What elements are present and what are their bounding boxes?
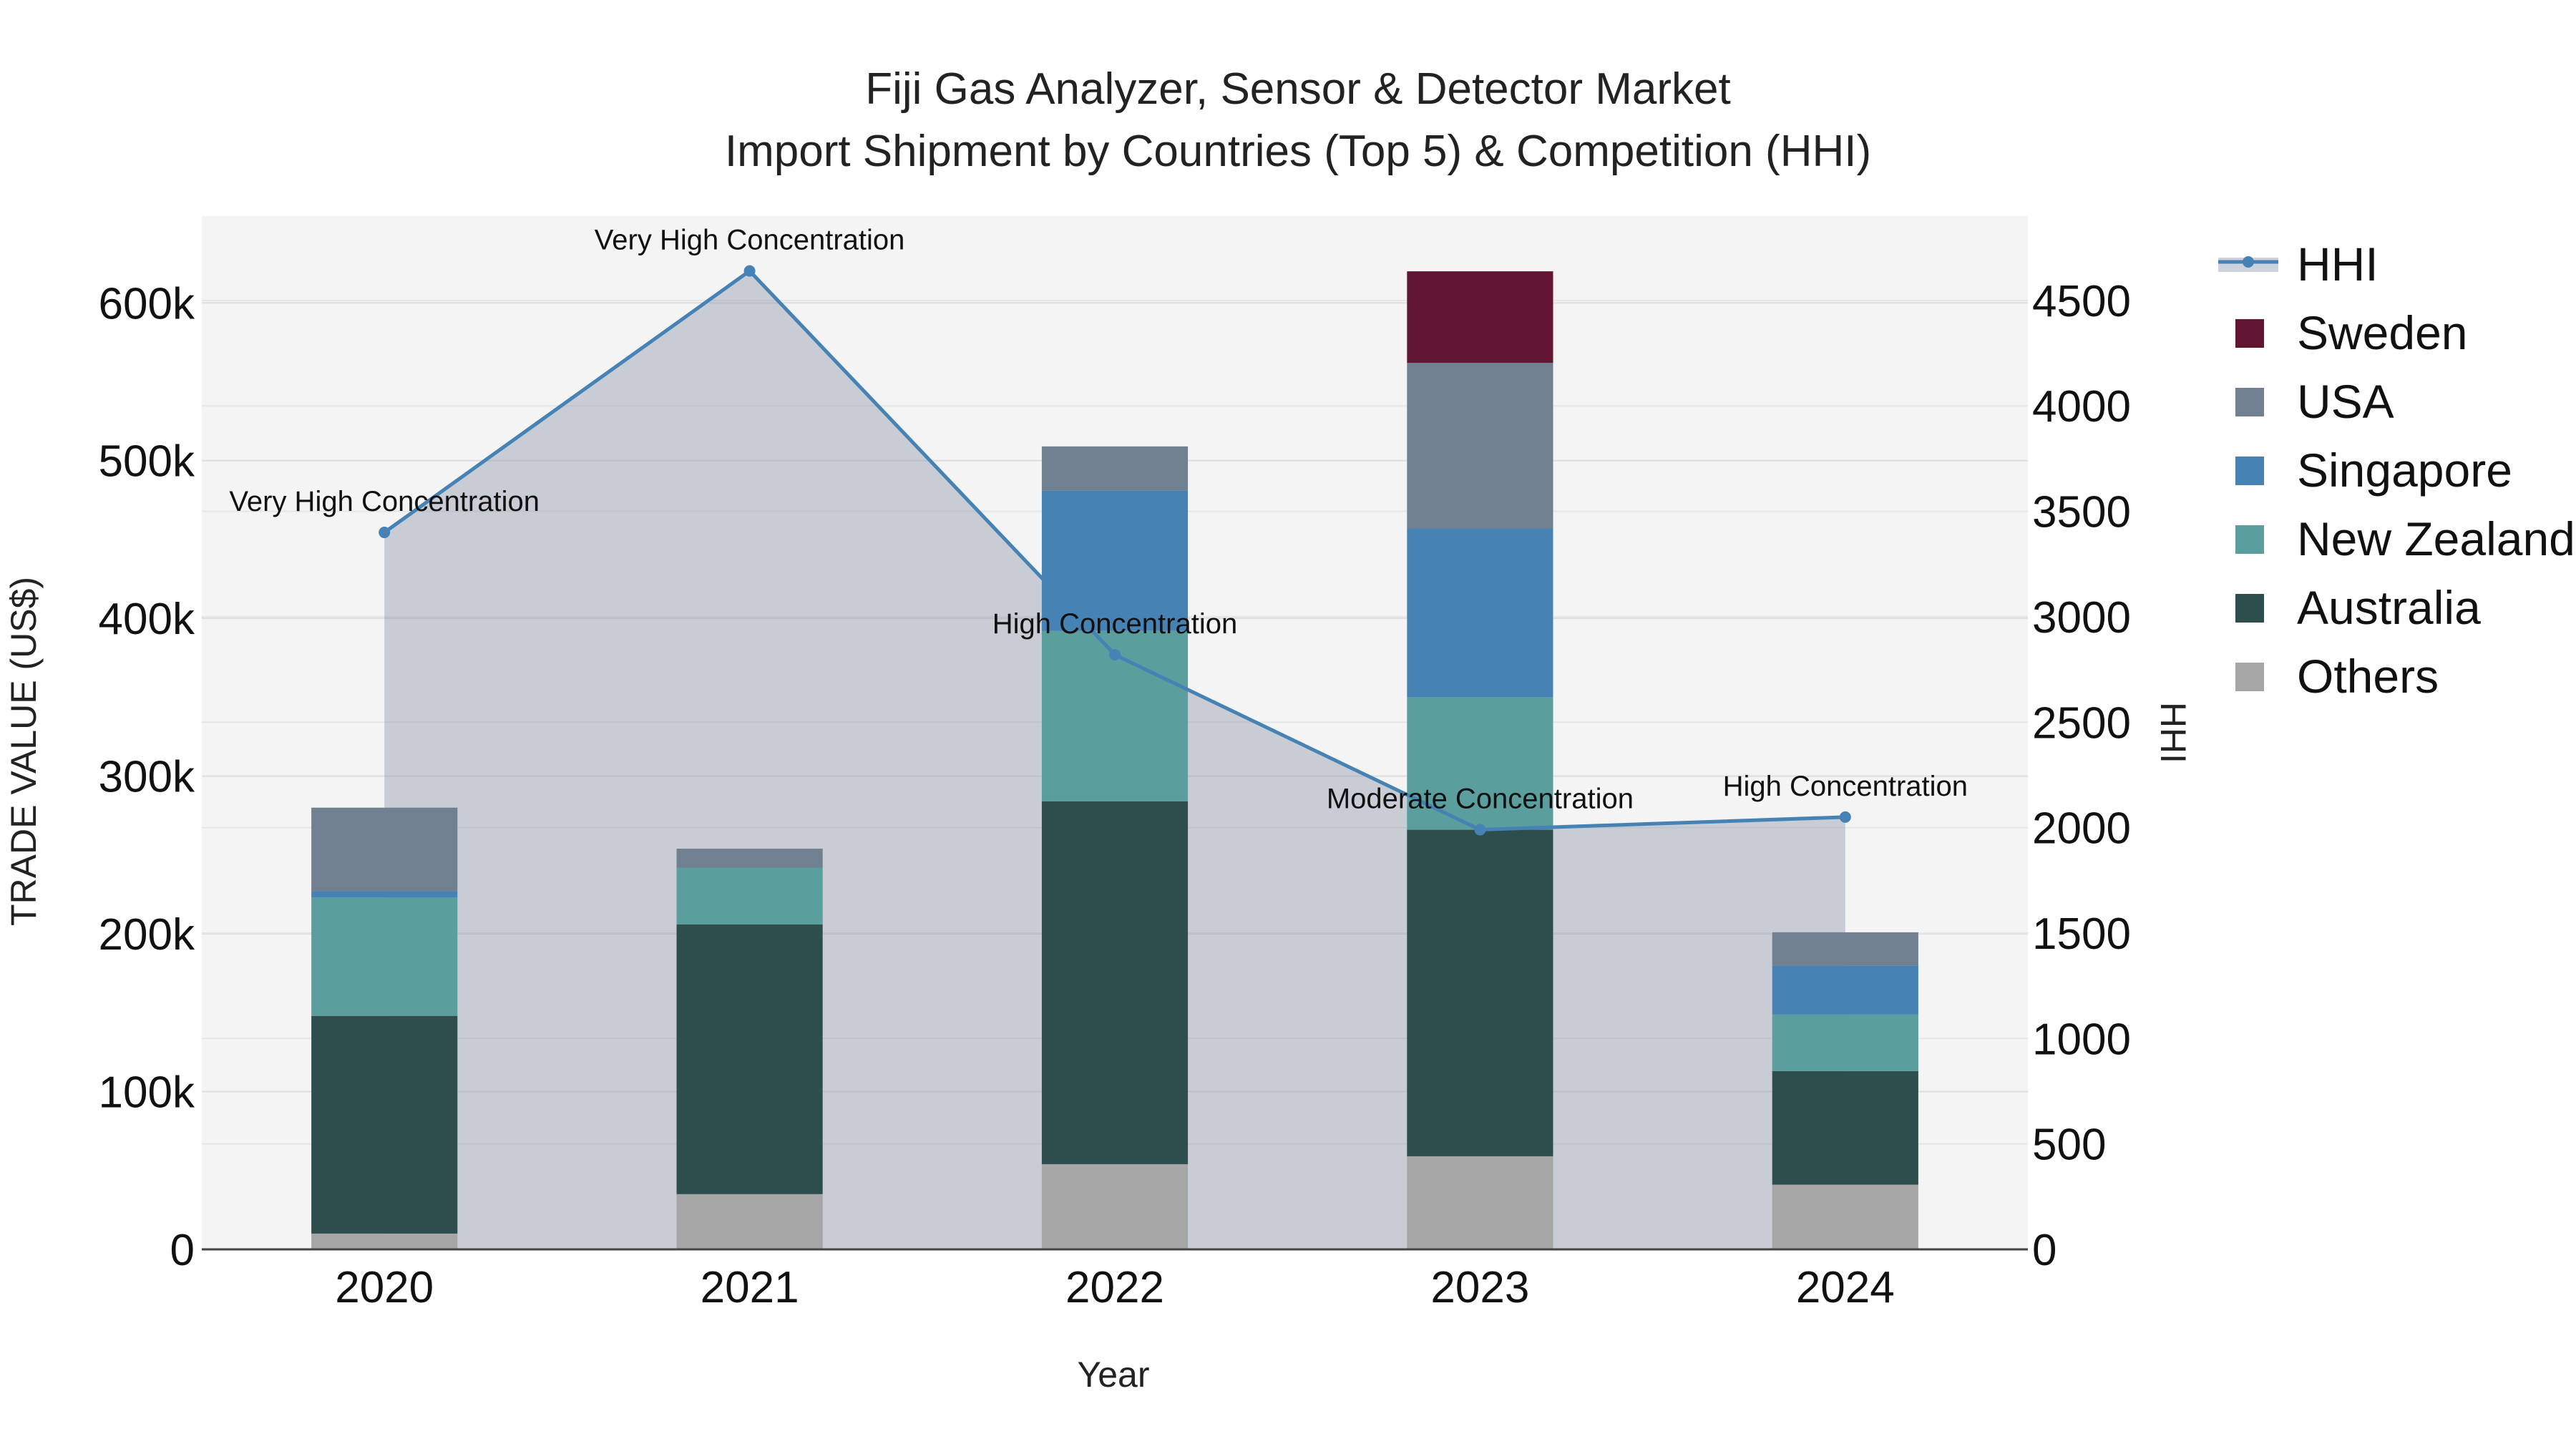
legend-swatch-new-zealand bbox=[2235, 525, 2264, 554]
hhi-line-layer: Very High Concentration Very High Concent… bbox=[229, 225, 1968, 836]
bar-others-2024 bbox=[1772, 1184, 1918, 1249]
y2-axis-title: HHI bbox=[2153, 702, 2193, 763]
legend-swatch-others bbox=[2235, 663, 2264, 691]
y-tick-label: 0 bbox=[170, 1226, 195, 1275]
y2-tick-label: 4500 bbox=[2032, 277, 2131, 326]
y2-tick-label: 3000 bbox=[2032, 593, 2131, 643]
bar-singapore-2024 bbox=[1772, 965, 1918, 1015]
hhi-point-2023 bbox=[1474, 824, 1486, 836]
y2-tick-label: 2000 bbox=[2032, 804, 2131, 854]
x-tick-label: 2024 bbox=[1796, 1263, 1895, 1312]
bar-australia-2023 bbox=[1407, 829, 1553, 1156]
bar-layer bbox=[311, 271, 1918, 1249]
y-tick-label: 400k bbox=[99, 595, 195, 644]
bar-australia-2022 bbox=[1041, 801, 1189, 1164]
y2-tick-label: 500 bbox=[2032, 1121, 2106, 1170]
bar-others-2021 bbox=[676, 1194, 823, 1249]
y-axis-title: TRADE VALUE (US$) bbox=[4, 577, 44, 926]
legend-swatch-sweden bbox=[2235, 319, 2264, 348]
axis-tick-labels: 0 100k 200k 300k 400k 500k 600k 0 500 1000 1500 200… bbox=[99, 277, 2131, 1312]
bar-new-zealand-2021 bbox=[676, 867, 823, 924]
bar-usa-2023 bbox=[1407, 363, 1553, 529]
x-axis-title: Year bbox=[1077, 1355, 1149, 1395]
bar-singapore-2022 bbox=[1041, 490, 1189, 631]
legend-swatch-hhi-marker bbox=[2243, 256, 2254, 268]
bar-singapore-2023 bbox=[1407, 528, 1553, 698]
y2-tick-label: 3500 bbox=[2032, 488, 2131, 537]
y-tick-label: 600k bbox=[99, 279, 195, 328]
hhi-point-2021 bbox=[743, 265, 756, 277]
y2-tick-label: 1500 bbox=[2032, 909, 2131, 959]
bar-australia-2021 bbox=[676, 924, 823, 1194]
hhi-point-2020 bbox=[379, 527, 391, 539]
hhi-annotation-2021: Very High Concentration bbox=[595, 225, 905, 256]
y-tick-label: 500k bbox=[99, 437, 195, 487]
legend-swatch-usa bbox=[2235, 388, 2264, 416]
y-tick-label: 100k bbox=[99, 1068, 195, 1118]
chart-title-line1: Fiji Gas Analyzer, Sensor & Detector Mar… bbox=[865, 64, 1730, 114]
bar-others-2020 bbox=[311, 1233, 458, 1249]
bar-usa-2020 bbox=[311, 807, 458, 892]
hhi-point-2024 bbox=[1839, 811, 1851, 823]
x-tick-label: 2020 bbox=[335, 1263, 434, 1312]
legend-label-sweden: Sweden bbox=[2297, 306, 2468, 359]
legend-label-others: Others bbox=[2297, 650, 2439, 703]
y2-tick-label: 1000 bbox=[2032, 1015, 2131, 1064]
legend-swatch-australia bbox=[2235, 594, 2264, 623]
y-tick-label: 300k bbox=[99, 753, 195, 802]
hhi-point-2022 bbox=[1109, 648, 1121, 660]
legend-label-singapore: Singapore bbox=[2297, 444, 2512, 497]
x-tick-label: 2021 bbox=[701, 1263, 799, 1312]
bar-australia-2024 bbox=[1772, 1070, 1918, 1185]
hhi-annotation-2022: High Concentration bbox=[992, 608, 1237, 640]
bar-usa-2021 bbox=[676, 849, 823, 868]
legend: HHI Sweden USA Singapore New Zealand Australi… bbox=[2218, 238, 2575, 703]
bar-australia-2020 bbox=[311, 1015, 458, 1234]
legend-label-usa: USA bbox=[2297, 375, 2394, 428]
bar-singapore-2020 bbox=[311, 891, 458, 898]
legend-label-hhi: HHI bbox=[2297, 238, 2379, 291]
chart-title-line2: Import Shipment by Countries (Top 5) & C… bbox=[725, 127, 1871, 176]
bar-others-2023 bbox=[1407, 1156, 1553, 1249]
legend-label-new-zealand: New Zealand bbox=[2297, 512, 2575, 565]
hhi-annotation-2024: High Concentration bbox=[1723, 771, 1968, 802]
hhi-annotation-2020: Very High Concentration bbox=[229, 486, 540, 517]
y2-tick-label: 2500 bbox=[2032, 698, 2131, 748]
bar-new-zealand-2024 bbox=[1772, 1014, 1918, 1071]
y-tick-label: 200k bbox=[99, 910, 195, 960]
legend-swatch-singapore bbox=[2235, 457, 2264, 485]
hhi-annotation-2023: Moderate Concentration bbox=[1327, 784, 1634, 815]
bar-sweden-2023 bbox=[1407, 271, 1553, 364]
x-tick-label: 2023 bbox=[1430, 1263, 1529, 1312]
y2-tick-label: 4000 bbox=[2032, 382, 2131, 431]
legend-label-australia: Australia bbox=[2297, 581, 2481, 634]
y2-tick-label: 0 bbox=[2032, 1226, 2057, 1275]
bar-new-zealand-2020 bbox=[311, 897, 458, 1016]
bar-others-2022 bbox=[1041, 1163, 1189, 1249]
x-tick-label: 2022 bbox=[1065, 1263, 1164, 1312]
bar-usa-2024 bbox=[1772, 932, 1918, 966]
bar-usa-2022 bbox=[1041, 446, 1189, 491]
